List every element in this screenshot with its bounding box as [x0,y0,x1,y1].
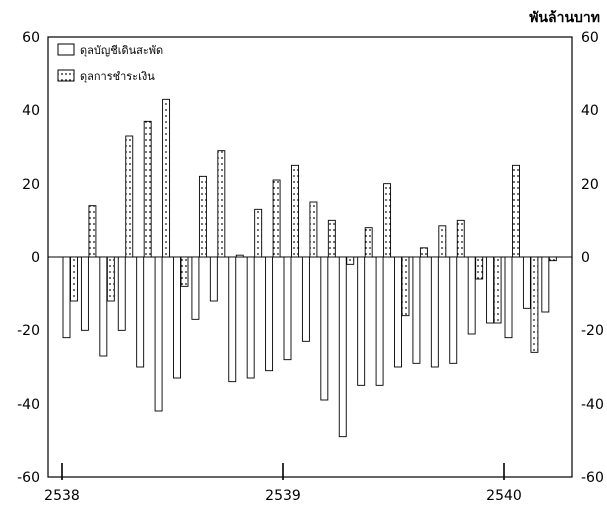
bar-balance-of-payments-19 [401,256,410,317]
bar-balance-of-payments-8 [198,175,207,258]
bar-current-account-26 [522,256,531,309]
bar-balance-of-payments-26 [530,256,539,353]
x-tick-2538: 2538 [44,488,80,504]
bar-balance-of-payments-24 [493,256,502,324]
bar-current-account-11 [246,256,255,379]
bar-current-account-18 [375,256,384,386]
bar-balance-of-payments-7 [180,256,189,287]
bar-current-account-24 [486,256,495,324]
bar-balance-of-payments-27 [548,256,557,262]
bar-current-account-5 [136,256,145,368]
bar-current-account-25 [504,256,513,339]
bar-balance-of-payments-22 [456,219,465,258]
x-tick-2539: 2539 [265,488,301,504]
bar-balance-of-payments-11 [254,208,263,258]
bar-current-account-1 [62,256,71,339]
bar-current-account-14 [301,256,310,342]
y-tick-right-20: 20 [581,177,599,193]
y-tick-right-m40: -40 [581,397,604,413]
y-tick-left-40: 40 [22,103,40,119]
y-tick-right-0: 0 [581,250,590,266]
bar-current-account-8 [191,256,200,320]
bar-current-account-23 [467,256,476,335]
bar-balance-of-payments-23 [475,256,484,280]
bar-current-account-2 [80,256,89,331]
bar-balance-of-payments-14 [309,201,318,258]
bar-balance-of-payments-6 [162,98,171,258]
bar-current-account-13 [283,256,292,361]
bar-balance-of-payments-10 [235,254,244,258]
y-axis-left: 60 40 20 0 -20 -40 -60 [17,30,40,486]
bar-current-account-15 [320,256,329,401]
y-axis-right: 60 40 20 0 -20 -40 -60 [581,30,604,486]
legend-label-balance-of-payments: ดุลการชำระเงิน [80,70,155,83]
y-tick-right-40: 40 [581,103,599,119]
x-tick-2540: 2540 [486,488,522,504]
legend-swatch-balance-of-payments [57,69,75,82]
bar-current-account-19 [394,256,402,368]
y-tick-left-60: 60 [22,30,40,46]
bar-balance-of-payments-5 [143,120,152,258]
y-tick-right-m60: -60 [581,470,604,486]
bar-balance-of-payments-3 [106,256,115,302]
bar-current-account-4 [117,256,126,331]
bar-current-account-7 [173,256,181,379]
unit-label: พันล้านบาท [529,10,600,26]
bar-current-account-9 [209,256,218,302]
bar-balance-of-payments-2 [88,205,97,258]
bar-balance-of-payments-1 [70,256,78,302]
bar-balance-of-payments-15 [327,219,336,258]
bar-current-account-22 [449,256,458,364]
bar-balance-of-payments-9 [217,150,226,258]
bar-balance-of-payments-17 [364,227,373,258]
bar-balance-of-payments-12 [272,179,281,258]
bar-balance-of-payments-21 [438,225,447,258]
bar-current-account-17 [357,256,366,386]
bar-current-account-21 [430,256,439,368]
bar-current-account-16 [338,256,347,438]
bar-current-account-27 [541,256,550,313]
y-tick-left-m60: -60 [17,470,40,486]
bar-current-account-6 [154,256,163,412]
legend-label-current-account: ดุลบัญชีเดินสะพัด [80,44,163,57]
bar-balance-of-payments-13 [291,164,299,258]
bar-balance-of-payments-4 [125,135,134,258]
bar-current-account-12 [265,256,274,372]
bar-balance-of-payments-20 [419,247,428,258]
y-tick-left-m20: -20 [17,323,40,339]
y-tick-left-0: 0 [31,250,40,266]
bar-balance-of-payments-16 [346,256,355,265]
bar-balance-of-payments-25 [512,164,520,258]
bar-current-account-3 [99,256,108,357]
bars-group [62,98,557,438]
bar-balance-of-payments-18 [383,183,392,258]
y-tick-left-20: 20 [22,177,40,193]
legend: ดุลบัญชีเดินสะพัด ดุลการชำระเงิน [57,43,163,83]
legend-swatch-current-account [57,43,75,56]
y-tick-left-m40: -40 [17,397,40,413]
bar-current-account-20 [412,256,421,364]
x-axis: 2538 2539 2540 [44,463,522,504]
y-tick-right-m20: -20 [581,323,604,339]
y-tick-right-60: 60 [581,30,599,46]
bar-current-account-10 [228,256,237,383]
